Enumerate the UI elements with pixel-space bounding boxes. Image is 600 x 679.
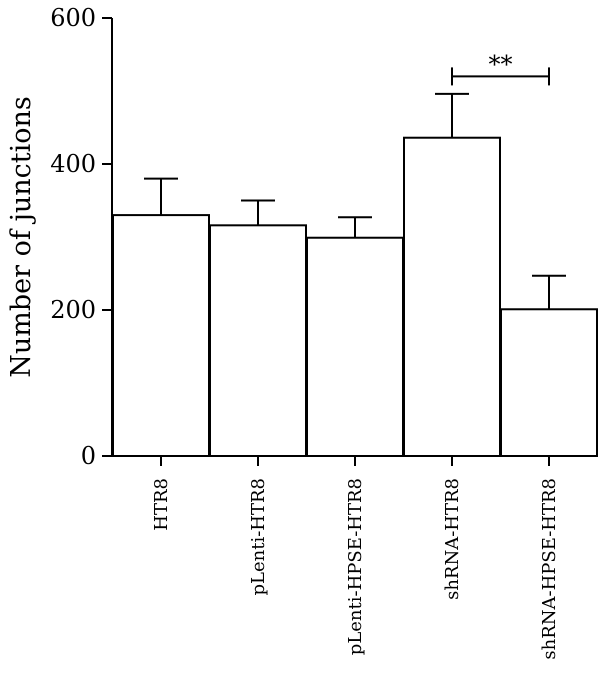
y-tick-label: 600 — [50, 4, 96, 32]
bar — [403, 136, 501, 457]
x-tick-label: shRNA-HTR8 — [442, 478, 463, 600]
x-tick-label: HTR8 — [151, 478, 172, 531]
y-tick-label: 400 — [50, 150, 96, 178]
bar — [500, 308, 598, 457]
bar — [306, 236, 404, 457]
y-axis-label: Number of junctions — [6, 96, 37, 377]
significance-markers: ** — [451, 50, 550, 86]
y-axis-ticks: 0 200 400 600 — [50, 4, 112, 470]
bars — [112, 136, 598, 457]
x-tick-label: pLenti-HPSE-HTR8 — [345, 478, 366, 655]
significance-label: ** — [489, 50, 513, 78]
x-axis-categories: HTR8 pLenti-HTR8 pLenti-HPSE-HTR8 shRNA-HTR… — [151, 456, 560, 660]
y-tick-label: 0 — [81, 442, 96, 470]
y-tick-label: 200 — [50, 296, 96, 324]
bar — [112, 214, 210, 457]
x-tick-label: shRNA-HPSE-HTR8 — [539, 478, 560, 660]
error-bars — [144, 92, 566, 310]
x-tick-label: pLenti-HTR8 — [248, 478, 269, 596]
bar — [209, 224, 307, 457]
